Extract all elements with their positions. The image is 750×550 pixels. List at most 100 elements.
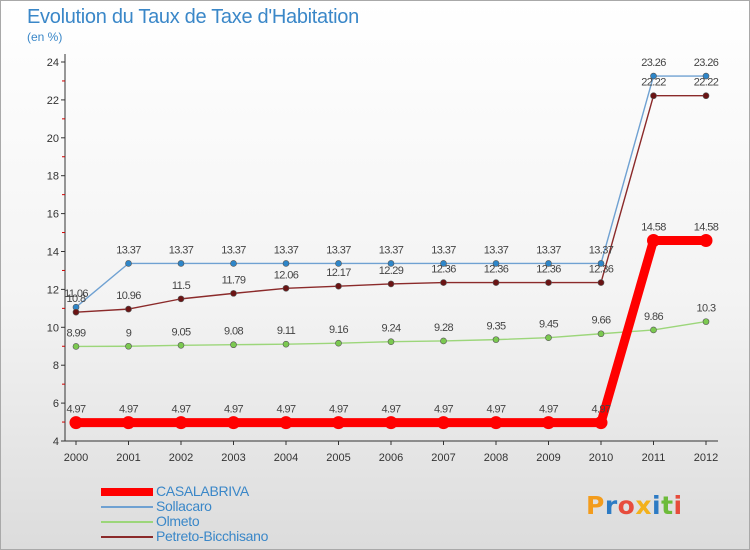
data-point bbox=[177, 342, 185, 349]
data-label: 4.97 bbox=[591, 404, 610, 416]
data-point bbox=[545, 260, 552, 267]
y-tick-label: 22 bbox=[47, 95, 59, 107]
data-point bbox=[125, 260, 132, 267]
data-label: 4.97 bbox=[171, 404, 190, 416]
data-label: 12.36 bbox=[484, 264, 509, 276]
data-point bbox=[492, 260, 500, 267]
y-tick-label: 6 bbox=[53, 398, 59, 410]
x-tick-label: 2006 bbox=[379, 452, 403, 464]
data-point bbox=[437, 416, 450, 430]
data-point bbox=[440, 279, 447, 286]
y-tick-label: 16 bbox=[47, 209, 59, 221]
y-tick-label: 10 bbox=[47, 322, 59, 334]
data-point bbox=[545, 279, 552, 286]
data-point bbox=[69, 416, 83, 430]
data-point bbox=[122, 416, 135, 430]
data-point bbox=[282, 284, 290, 292]
data-point bbox=[332, 416, 345, 430]
data-label: 13.37 bbox=[431, 244, 456, 256]
data-label: 23.26 bbox=[694, 57, 719, 69]
data-label: 10.96 bbox=[116, 290, 141, 302]
data-label: 4.97 bbox=[224, 404, 243, 416]
data-label: 4.97 bbox=[486, 404, 505, 416]
logo-letter: r bbox=[604, 491, 618, 520]
data-label: 9.45 bbox=[539, 319, 558, 331]
data-point bbox=[125, 342, 132, 350]
data-label: 9.35 bbox=[486, 321, 505, 333]
legend-item: Petreto-Bicchisano bbox=[101, 528, 361, 544]
data-label: 11.5 bbox=[172, 280, 191, 292]
data-label: 9.86 bbox=[644, 311, 663, 323]
x-tick-label: 2008 bbox=[484, 452, 508, 464]
data-label: 9.24 bbox=[381, 323, 400, 335]
legend-swatch bbox=[101, 521, 153, 523]
legend-swatch bbox=[101, 488, 153, 496]
data-label: 13.37 bbox=[536, 244, 561, 256]
data-point bbox=[440, 337, 447, 345]
data-label: 9 bbox=[126, 327, 132, 339]
data-point bbox=[489, 416, 503, 430]
data-label: 10.3 bbox=[696, 303, 715, 315]
data-label: 13.37 bbox=[116, 244, 141, 256]
data-label: 11.06 bbox=[64, 288, 88, 300]
data-label: 9.16 bbox=[329, 324, 348, 336]
data-point bbox=[227, 416, 240, 430]
data-label: 13.37 bbox=[221, 244, 246, 256]
data-point bbox=[384, 416, 398, 430]
legend-label: Sollacaro bbox=[156, 498, 212, 514]
chart-subtitle: (en %) bbox=[27, 30, 63, 44]
data-point bbox=[282, 260, 290, 267]
y-tick-label: 12 bbox=[47, 284, 59, 296]
data-point bbox=[647, 234, 660, 248]
data-label: 9.08 bbox=[224, 326, 243, 338]
data-label: 14.58 bbox=[641, 222, 666, 234]
legend-item: CASALABRIVA bbox=[101, 483, 361, 499]
logo-letter: t bbox=[661, 491, 674, 520]
data-point bbox=[282, 340, 290, 348]
data-label: 4.97 bbox=[119, 404, 138, 416]
x-tick-label: 2011 bbox=[642, 452, 666, 464]
chart-title: Evolution du Taux de Taxe d'Habitation bbox=[27, 6, 359, 28]
data-point bbox=[702, 318, 710, 325]
series-line-petreto-bicchisano bbox=[75, 95, 707, 313]
data-label: 13.37 bbox=[169, 244, 194, 256]
data-point bbox=[492, 279, 500, 286]
data-point bbox=[440, 260, 447, 267]
data-label: 12.36 bbox=[536, 264, 561, 276]
data-point bbox=[387, 280, 395, 288]
data-label: 8.99 bbox=[66, 327, 85, 339]
logo-letter: P bbox=[586, 491, 605, 520]
data-label: 4.97 bbox=[381, 404, 400, 416]
data-point bbox=[650, 326, 657, 334]
legend-label: CASALABRIVA bbox=[156, 483, 249, 499]
legend-label: Olmeto bbox=[156, 513, 200, 529]
legend-label: Petreto-Bicchisano bbox=[156, 528, 269, 544]
x-tick-label: 2010 bbox=[589, 452, 613, 464]
data-point bbox=[594, 416, 608, 430]
data-label: 4.97 bbox=[329, 404, 348, 416]
data-point bbox=[545, 334, 552, 342]
logo-letter: x bbox=[635, 491, 652, 520]
x-tick-label: 2005 bbox=[326, 452, 350, 464]
data-point bbox=[335, 282, 342, 290]
data-point bbox=[492, 336, 500, 343]
data-point bbox=[335, 260, 342, 267]
data-label: 14.58 bbox=[694, 222, 719, 234]
data-label: 13.37 bbox=[274, 244, 299, 256]
data-point bbox=[542, 416, 555, 430]
data-point bbox=[702, 72, 710, 80]
data-point bbox=[699, 234, 713, 248]
y-tick-label: 8 bbox=[53, 360, 59, 372]
data-label: 12.29 bbox=[379, 265, 404, 277]
data-label: 12.17 bbox=[326, 267, 351, 279]
data-label: 4.97 bbox=[434, 404, 453, 416]
y-tick-label: 20 bbox=[47, 133, 59, 145]
x-tick-label: 2000 bbox=[64, 452, 88, 464]
legend-item: Olmeto bbox=[101, 513, 361, 529]
x-tick-label: 2007 bbox=[431, 452, 455, 464]
data-label: 12.06 bbox=[274, 269, 299, 281]
data-point bbox=[650, 72, 657, 80]
data-point bbox=[597, 279, 605, 286]
